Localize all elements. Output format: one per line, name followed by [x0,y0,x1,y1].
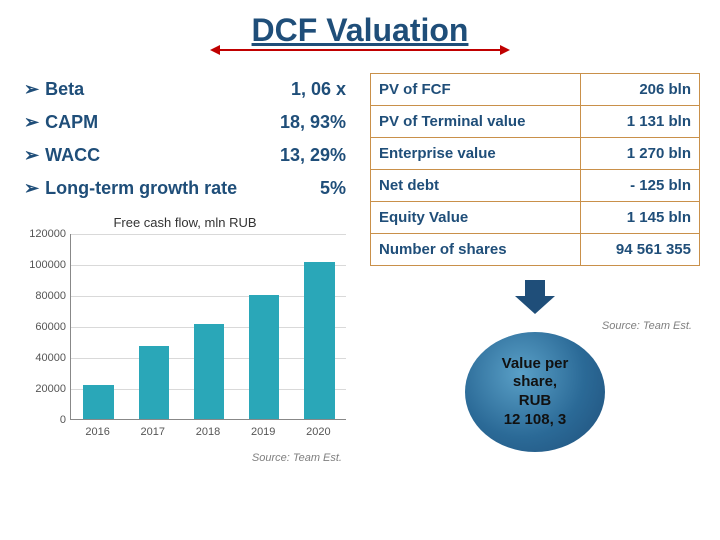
chart-ytick: 80000 [20,290,66,302]
list-bullet-icon: ➢ [24,112,39,133]
chart-ytick: 20000 [20,383,66,395]
table-label: Net debt [371,170,581,202]
table-row: Equity Value1 145 bln [371,202,700,234]
value-per-share-badge: Value per share, RUB 12 108, 3 [465,332,605,452]
table-label: PV of FCF [371,74,581,106]
table-value: 1 145 bln [581,202,700,234]
assumption-label: Beta [45,79,84,100]
table-row: Net debt- 125 bln [371,170,700,202]
chart-bar [194,324,224,419]
assumption-value: 13, 29% [280,145,346,166]
fcf-bar-chart: 0200004000060000800001000001200002016201… [20,234,350,452]
chart-bar [249,295,279,419]
chart-bar [139,346,169,419]
assumption-label: WACC [45,145,100,166]
table-label: Enterprise value [371,138,581,170]
chart-xtick: 2020 [306,426,330,438]
badge-line: RUB [502,392,569,411]
table-row: PV of FCF206 bln [371,74,700,106]
chart-xtick: 2017 [141,426,165,438]
table-label: PV of Terminal value [371,106,581,138]
badge-line: share, [502,373,569,392]
valuation-table: PV of FCF206 bln PV of Terminal value1 1… [370,73,700,266]
assumption-item: ➢ Long-term growth rate 5% [20,172,350,205]
assumption-value: 5% [320,178,346,199]
chart-title: Free cash flow, mln RUB [20,215,350,230]
list-bullet-icon: ➢ [24,178,39,199]
result-source: Source: Team Est. [370,320,700,332]
chart-gridline [71,234,346,235]
chart-bar [83,385,113,419]
chart-xtick: 2016 [85,426,109,438]
table-value: - 125 bln [581,170,700,202]
table-value: 1 270 bln [581,138,700,170]
chart-bar [304,262,334,419]
chart-ytick: 60000 [20,321,66,333]
page-title: DCF Valuation [252,12,469,49]
badge-line: 12 108, 3 [502,411,569,430]
chart-xtick: 2019 [251,426,275,438]
table-label: Number of shares [371,234,581,266]
list-bullet-icon: ➢ [24,79,39,100]
assumption-item: ➢ WACC 13, 29% [20,139,350,172]
table-row: PV of Terminal value1 131 bln [371,106,700,138]
assumption-label: Long-term growth rate [45,178,237,199]
table-value: 1 131 bln [581,106,700,138]
table-value: 206 bln [581,74,700,106]
table-label: Equity Value [371,202,581,234]
list-bullet-icon: ➢ [24,145,39,166]
chart-ytick: 120000 [20,228,66,240]
chart-xtick: 2018 [196,426,220,438]
assumption-label: CAPM [45,112,98,133]
table-row: Enterprise value1 270 bln [371,138,700,170]
assumptions-list: ➢ Beta 1, 06 x ➢ CAPM 18, 93% ➢ WACC 13, 29… [20,73,350,205]
down-arrow-icon [515,280,555,314]
chart-ytick: 100000 [20,259,66,271]
table-value: 94 561 355 [581,234,700,266]
chart-ytick: 0 [20,414,66,426]
chart-ytick: 40000 [20,352,66,364]
badge-line: Value per [502,355,569,374]
assumption-value: 18, 93% [280,112,346,133]
table-row: Number of shares94 561 355 [371,234,700,266]
assumption-item: ➢ Beta 1, 06 x [20,73,350,106]
chart-source: Source: Team Est. [20,452,350,464]
assumption-item: ➢ CAPM 18, 93% [20,106,350,139]
assumption-value: 1, 06 x [291,79,346,100]
